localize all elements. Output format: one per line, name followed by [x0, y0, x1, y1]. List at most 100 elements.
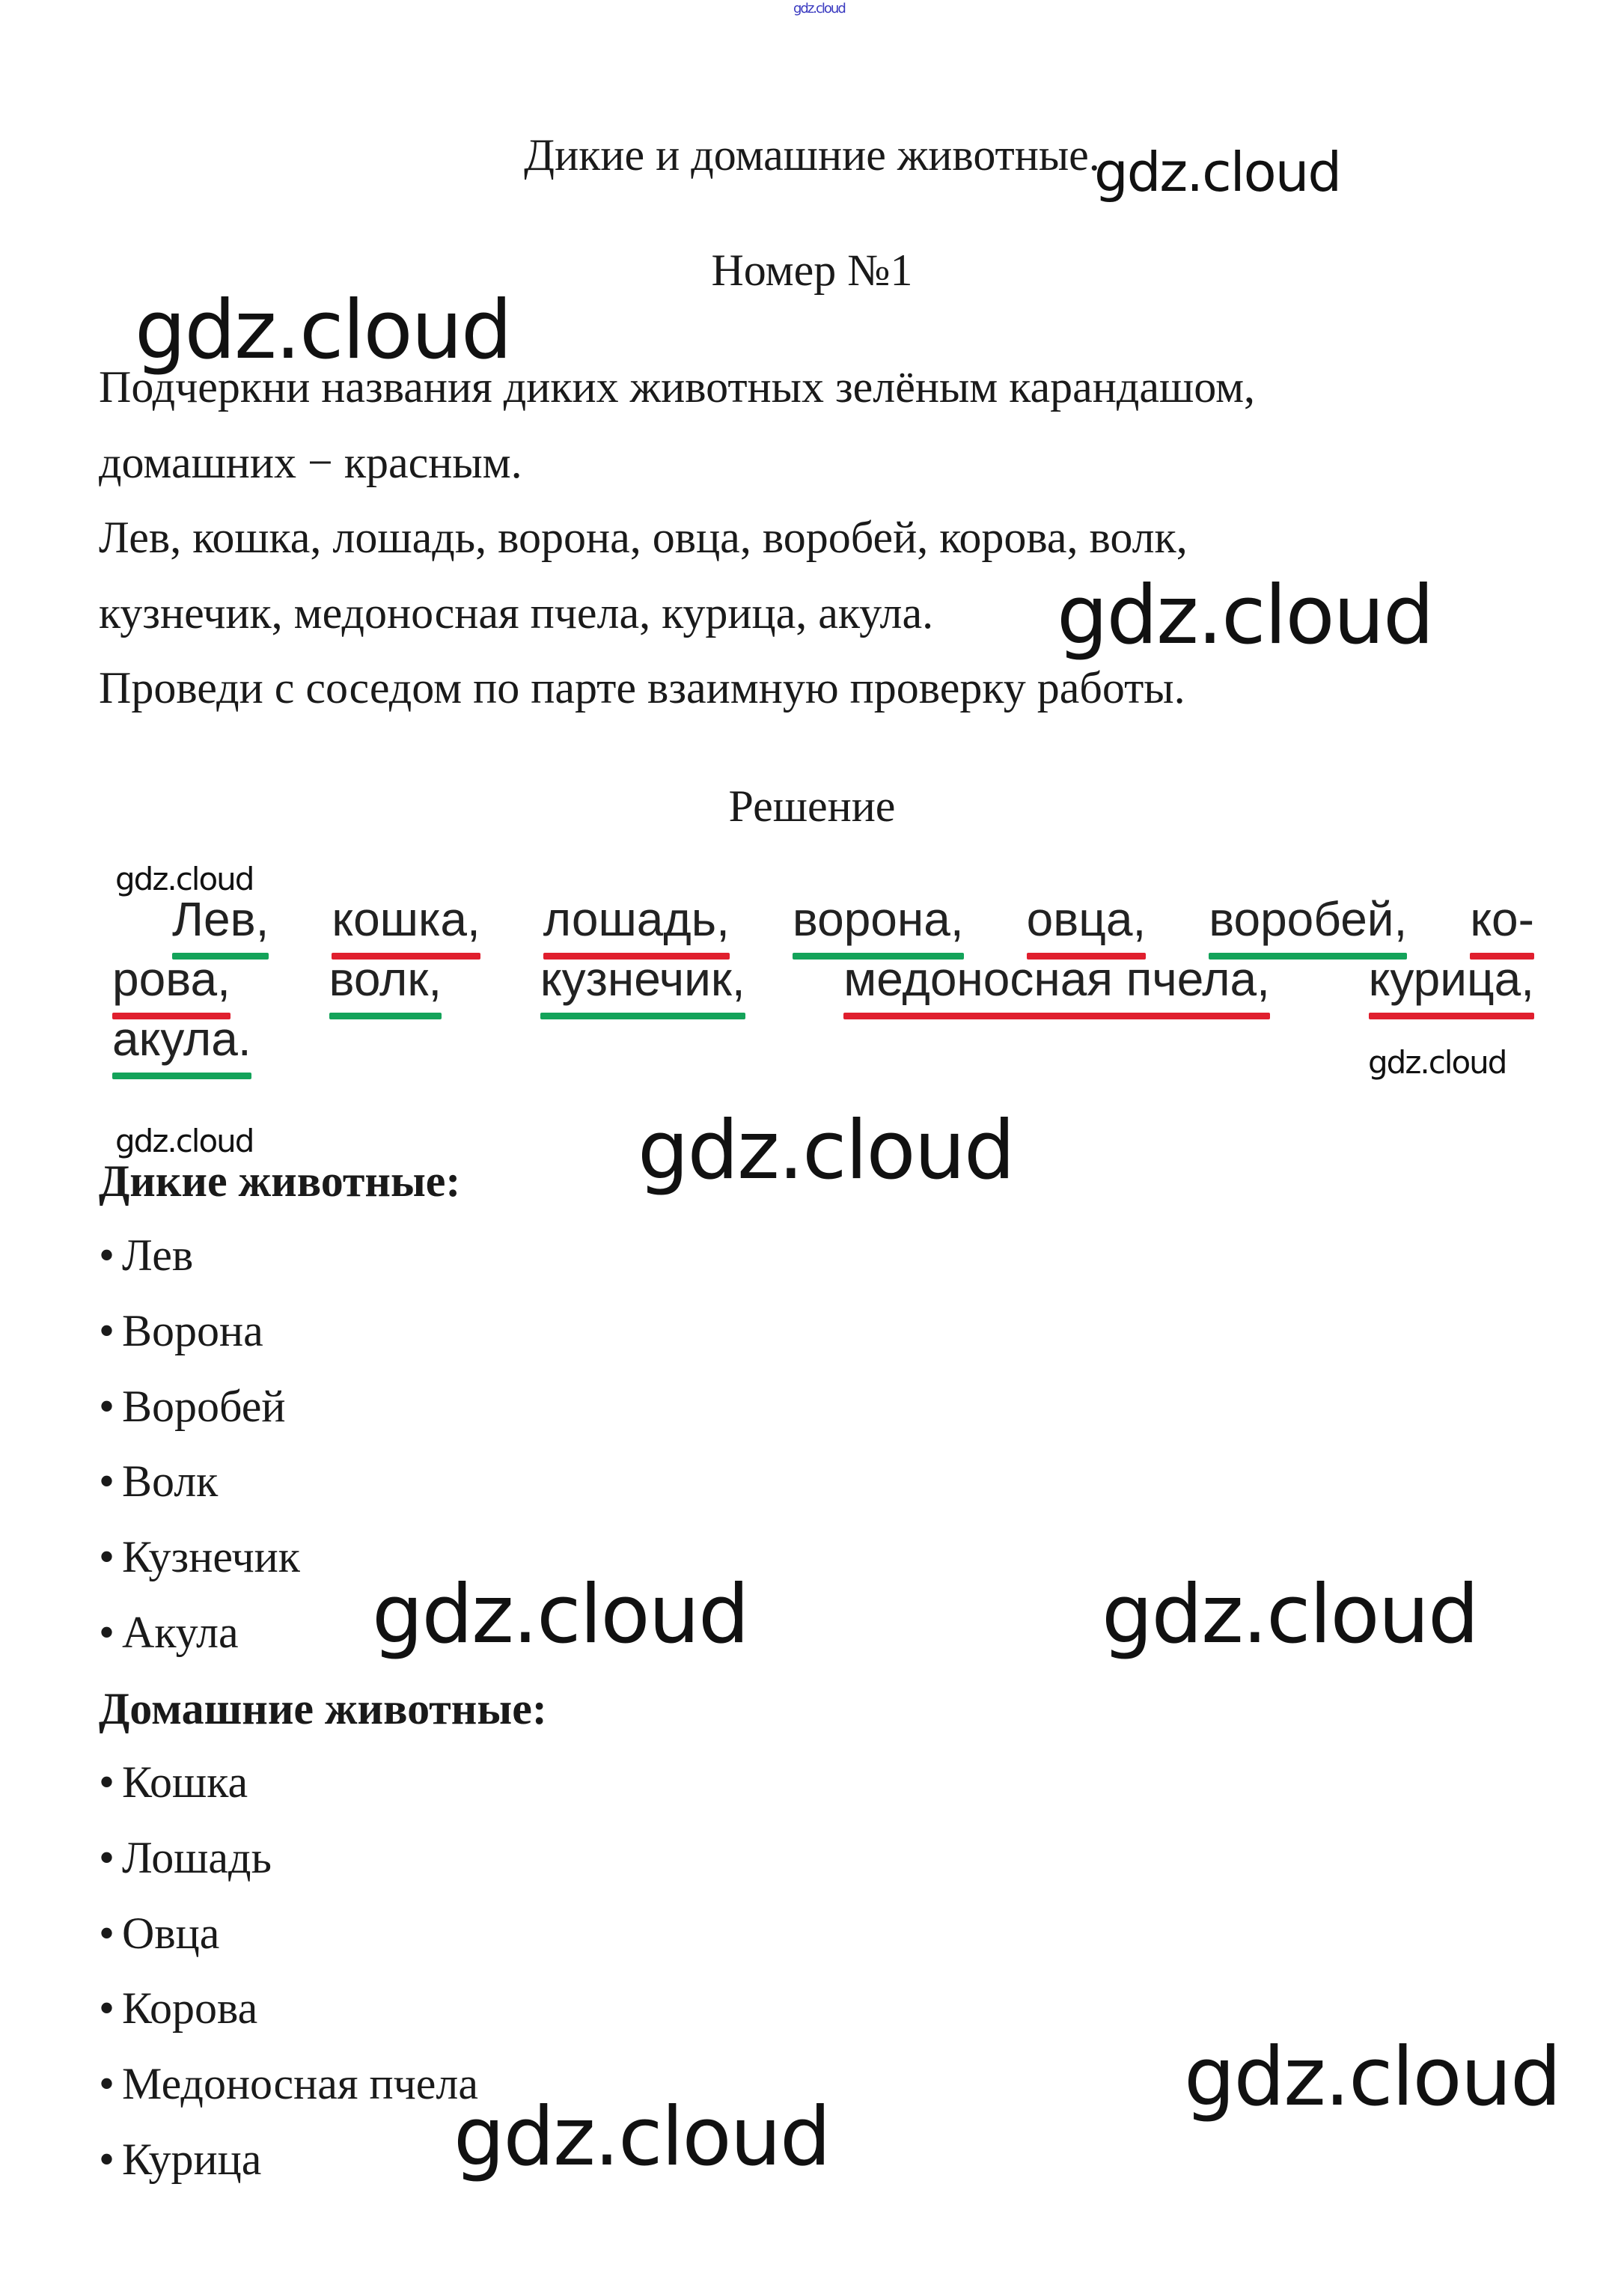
item-text: Волк: [122, 1456, 219, 1507]
answer-line: рова, волк, кузнечик, медоносная пчела, кури…: [112, 949, 1534, 1019]
item-text: Воробей: [122, 1381, 286, 1431]
watermark: gdz.cloud: [1102, 1568, 1480, 1662]
word-text: акула.: [112, 1012, 251, 1066]
list-item: • Медоносная пчела: [99, 2054, 478, 2114]
answer-word-wild: кузнечик,: [540, 949, 745, 1019]
item-text: Ворона: [122, 1305, 263, 1355]
answer-word-wild: волк,: [329, 949, 442, 1019]
answer-word-domestic: рова,: [112, 949, 231, 1019]
word-text: курица,: [1368, 952, 1534, 1006]
task-line: Подчеркни названия диких животных зелёны…: [99, 362, 1256, 412]
answer-word-domestic: лошадь,: [543, 889, 730, 960]
item-text: Курица: [122, 2135, 262, 2184]
watermark: gdz.cloud: [1184, 2031, 1562, 2124]
task-line: Проведи с соседом по парте взаимную пров…: [99, 663, 1185, 713]
bullet: •: [99, 1230, 115, 1280]
item-text: Кузнечик: [122, 1532, 300, 1582]
wild-underline: [172, 953, 269, 960]
page-title: Дикие и домашние животные.: [524, 130, 1100, 180]
list-item: • Лошадь: [99, 1828, 272, 1888]
task-line: Лев, кошка, лошадь, ворона, овца, воробе…: [99, 513, 1188, 562]
list-item: • Корова: [99, 1978, 257, 2038]
bullet: •: [99, 1908, 115, 1958]
watermark: gdz.cloud: [1057, 569, 1435, 662]
bullet: •: [99, 1757, 115, 1807]
watermark: gdz.cloud: [372, 1568, 750, 1662]
bullet: •: [99, 1608, 115, 1657]
task-line: кузнечик, медоносная пчела, курица, акул…: [99, 588, 934, 638]
answer-word-wild: ворона,: [792, 889, 964, 960]
answer-word-domestic: курица,: [1368, 949, 1534, 1019]
domestic-underline: [332, 953, 480, 960]
task-line: домашних − красным.: [99, 437, 522, 487]
bullet: •: [99, 1456, 115, 1507]
item-text: Корова: [122, 1983, 258, 2034]
wild-heading: Дикие животные:: [99, 1156, 461, 1206]
watermark: gdz.cloud: [1368, 1044, 1507, 1081]
answer-word-wild: воробей,: [1209, 889, 1408, 960]
watermark: gdz.cloud: [793, 1, 846, 16]
answer-line: акула.: [112, 1009, 1534, 1079]
list-item: • Кузнечик: [99, 1527, 300, 1587]
item-text: Лошадь: [122, 1832, 272, 1882]
item-text: Овца: [122, 1908, 220, 1958]
list-item: • Акула: [99, 1602, 239, 1662]
word-text: воробей,: [1209, 892, 1408, 946]
word-text: волк,: [329, 952, 442, 1006]
bullet: •: [99, 1983, 115, 2034]
word-text: кузнечик,: [540, 952, 745, 1006]
list-item: • Кошка: [99, 1752, 248, 1812]
list-item: • Ворона: [99, 1301, 263, 1361]
word-text: кошка,: [332, 892, 480, 946]
answer-word-domestic: медоносная пчела,: [843, 949, 1270, 1019]
word-text: ворона,: [792, 892, 964, 946]
domestic-underline: [1368, 1013, 1534, 1019]
list-item: • Овца: [99, 1903, 219, 1963]
list-item: • Курица: [99, 2129, 261, 2189]
word-text: Лев,: [172, 892, 269, 946]
domestic-underline: [543, 953, 730, 960]
domestic-underline: [843, 1013, 1270, 1019]
answer-word-wild: акула.: [112, 1009, 251, 1079]
item-text: Лев: [122, 1230, 194, 1280]
watermark: gdz.cloud: [638, 1104, 1016, 1198]
list-item: • Воробей: [99, 1376, 286, 1436]
wild-underline: [540, 1013, 745, 1019]
word-text: овца,: [1026, 892, 1147, 946]
word-text: медоносная пчела,: [843, 952, 1270, 1006]
answer-word-domestic: ко-: [1470, 889, 1534, 960]
wild-underline: [329, 1013, 442, 1019]
bullet: •: [99, 1532, 115, 1582]
wild-underline: [1209, 953, 1408, 960]
watermark: gdz.cloud: [115, 1123, 254, 1159]
watermark: gdz.cloud: [1094, 141, 1342, 204]
domestic-underline: [112, 1013, 231, 1019]
bullet: •: [99, 1832, 115, 1882]
bullet: •: [99, 1305, 115, 1355]
word-text: ко-: [1470, 892, 1534, 946]
task-number: Номер №1: [711, 245, 913, 295]
item-text: Кошка: [122, 1757, 248, 1807]
item-text: Акула: [122, 1608, 239, 1657]
bullet: •: [99, 1381, 115, 1431]
answer-line: Лев, кошка, лошадь, ворона, овца, воробей, ко-: [112, 889, 1534, 960]
solution-heading: Решение: [728, 781, 896, 831]
watermark: gdz.cloud: [115, 861, 254, 897]
bullet: •: [99, 2135, 115, 2184]
word-text: лошадь,: [543, 892, 730, 946]
wild-underline: [792, 953, 964, 960]
domestic-underline: [1026, 953, 1147, 960]
domestic-heading: Домашние животные:: [99, 1684, 547, 1733]
watermark: gdz.cloud: [454, 2090, 831, 2184]
answer-word-wild: Лев,: [172, 889, 269, 960]
item-text: Медоносная пчела: [122, 2059, 479, 2109]
list-item: • Лев: [99, 1225, 193, 1285]
answer-word-domestic: овца,: [1026, 889, 1147, 960]
domestic-underline: [1470, 953, 1534, 960]
answer-word-domestic: кошка,: [332, 889, 480, 960]
watermark: gdz.cloud: [135, 284, 513, 377]
bullet: •: [99, 2059, 115, 2109]
word-text: рова,: [112, 952, 231, 1006]
wild-underline: [112, 1073, 251, 1079]
